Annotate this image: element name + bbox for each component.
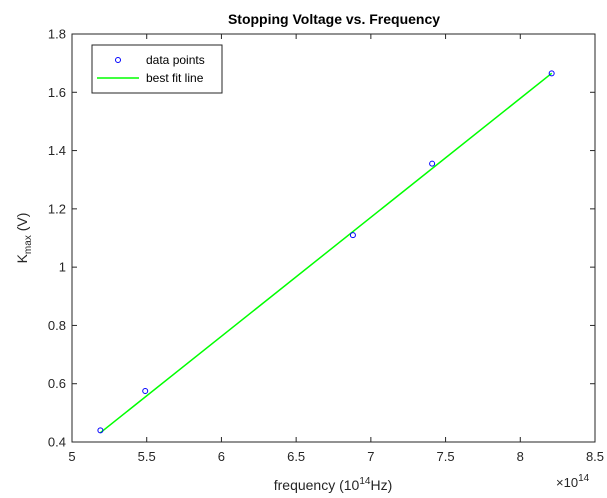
y-tick-label: 1.4 [48,143,66,158]
data-point [548,70,555,77]
legend: data points best fit line [91,44,223,94]
y-tick-label: 1.2 [48,201,66,216]
plot-area [71,33,596,443]
series-layer [97,70,555,434]
data-point [97,427,104,434]
y-tick-label: 0.6 [48,376,66,391]
y-tick-label: 0.8 [48,318,66,333]
x-axis: 5 5.5 6 6.5 7 7.5 8 8.5 [68,34,604,464]
best-fit-line [99,72,553,434]
x-axis-label-exponent: 14 [359,476,371,487]
y-tick-label: 1.6 [48,85,66,100]
x-axis-exponent-power: 14 [578,473,590,484]
data-point [142,388,149,394]
legend-box [91,44,223,94]
x-axis-label: frequency (1014Hz) [274,476,393,493]
x-tick-label: 6.5 [287,449,305,464]
x-axis-label-prefix: frequency (10 [274,477,360,493]
y-tick-label: 0.4 [48,435,66,450]
chart-title: Stopping Voltage vs. Frequency [228,11,440,27]
x-tick-label: 7.5 [437,449,455,464]
x-tick-label: 5 [68,449,75,464]
x-tick-label: 8 [517,449,524,464]
legend-marker-data-points [115,57,121,63]
x-tick-label: 7 [367,449,374,464]
data-point [349,232,356,239]
y-axis-label-suffix: (V) [14,213,30,236]
y-tick-label: 1.8 [48,27,66,42]
x-tick-label: 5.5 [138,449,156,464]
x-axis-exponent-base: ×10 [556,475,578,490]
y-axis: 0.4 0.6 0.8 1 1.2 1.4 1.6 1.8 [48,27,595,450]
x-axis-exponent: ×1014 [556,473,590,490]
y-tick-label: 1 [59,260,66,275]
legend-label-best-fit-line: best fit line [146,71,204,85]
x-tick-label: 6 [218,449,225,464]
x-tick-label: 8.5 [586,449,604,464]
legend-label-data-points: data points [146,53,205,67]
y-axis-label-sub: max [23,235,34,254]
y-axis-label: Kmax (V) [14,213,34,264]
data-point [429,160,436,167]
y-axis-label-main: K [14,253,30,263]
x-axis-label-suffix: Hz) [370,477,392,493]
